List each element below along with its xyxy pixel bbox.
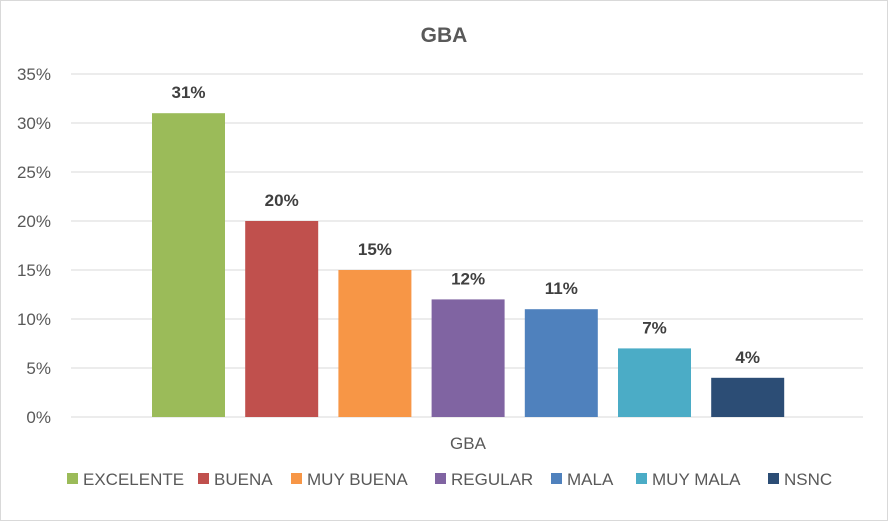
data-label: 15% bbox=[358, 240, 392, 259]
bar bbox=[338, 270, 412, 417]
legend-swatch bbox=[67, 473, 78, 484]
legend-swatch bbox=[636, 473, 647, 484]
legend-label: MUY BUENA bbox=[307, 470, 408, 489]
data-label: 4% bbox=[735, 348, 760, 367]
y-tick-label: 20% bbox=[17, 212, 51, 231]
bar bbox=[431, 299, 505, 417]
legend-swatch bbox=[551, 473, 562, 484]
chart-title: GBA bbox=[421, 24, 468, 47]
y-tick-label: 35% bbox=[17, 65, 51, 84]
y-tick-label: 0% bbox=[26, 408, 51, 427]
x-category-label: GBA bbox=[450, 434, 487, 453]
data-label: 7% bbox=[642, 318, 667, 337]
data-label: 11% bbox=[545, 279, 578, 298]
y-tick-label: 25% bbox=[17, 163, 51, 182]
legend-label: MUY MALA bbox=[652, 470, 741, 489]
legend: EXCELENTE BUENA MUY BUENA REGULAR MALA MUY MA… bbox=[67, 470, 832, 489]
y-tick-label: 15% bbox=[17, 261, 51, 280]
bar bbox=[711, 377, 785, 417]
legend-label: REGULAR bbox=[451, 470, 533, 489]
legend-swatch bbox=[435, 473, 446, 484]
bar bbox=[152, 113, 225, 417]
bar bbox=[524, 309, 598, 417]
legend-label: MALA bbox=[567, 470, 614, 489]
bars bbox=[152, 113, 785, 417]
legend-label: EXCELENTE bbox=[83, 470, 184, 489]
data-labels: 31% 20% 15% 12% 11% 7% 4% bbox=[171, 83, 760, 367]
bar bbox=[245, 221, 319, 417]
y-tick-label: 10% bbox=[17, 310, 51, 329]
y-tick-label: 30% bbox=[17, 114, 51, 133]
legend-label: BUENA bbox=[214, 470, 273, 489]
data-label: 31% bbox=[171, 83, 205, 102]
legend-label: NSNC bbox=[784, 470, 832, 489]
legend-swatch bbox=[768, 473, 779, 484]
bar bbox=[618, 348, 691, 417]
data-label: 12% bbox=[451, 269, 485, 288]
y-axis-ticks: 0% 5% 10% 15% 20% 25% 30% 35% bbox=[17, 65, 51, 427]
y-tick-label: 5% bbox=[26, 359, 51, 378]
legend-swatch bbox=[198, 473, 209, 484]
legend-swatch bbox=[291, 473, 302, 484]
data-label: 20% bbox=[265, 191, 299, 210]
